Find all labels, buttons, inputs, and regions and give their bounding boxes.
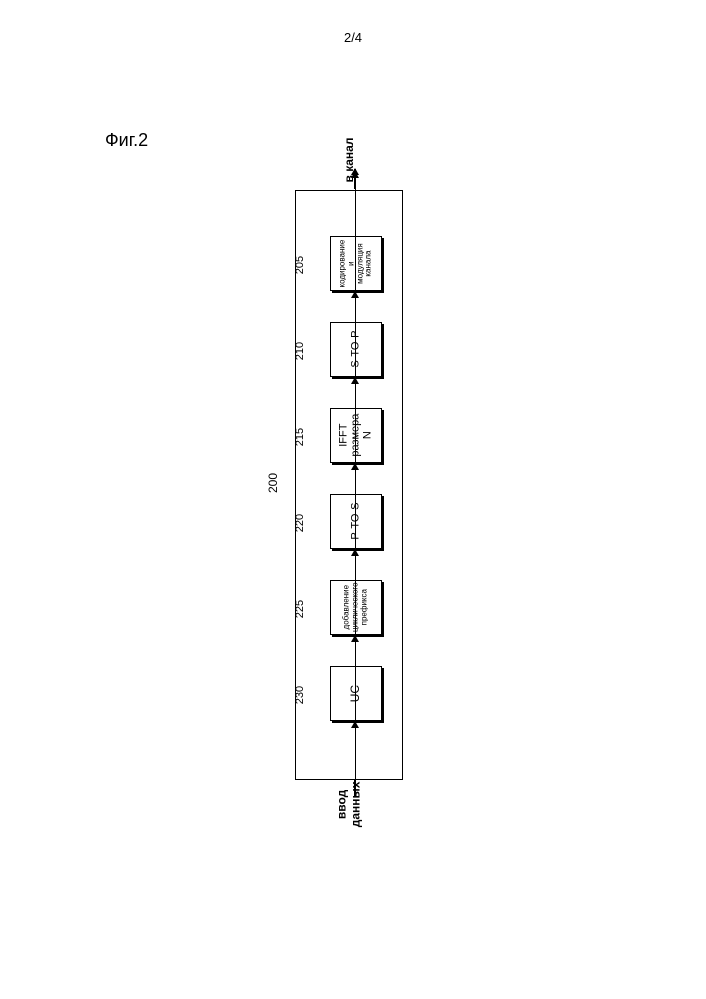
container-label: 200 — [266, 473, 280, 493]
input-tail — [354, 779, 356, 797]
block-label-210: 210 — [294, 336, 306, 366]
flow-block-230: UC — [330, 666, 382, 721]
diagram-container: 200 вводданных в канал кодированиеимодул… — [295, 190, 403, 780]
arrowhead — [351, 291, 359, 298]
arrowhead — [351, 377, 359, 384]
page-number: 2/4 — [344, 30, 362, 45]
flow-block-220: P-TO-S — [330, 494, 382, 549]
figure-title: Фиг.2 — [105, 130, 148, 151]
block-label-225: 225 — [294, 594, 306, 624]
flow-block-225: добавлениециклическогопрефикса — [330, 580, 382, 635]
block-label-205: 205 — [294, 250, 306, 280]
output-arrow — [354, 169, 356, 189]
flow-line — [355, 171, 356, 797]
block-label-230: 230 — [294, 680, 306, 710]
flow-block-210: S-TO-P — [330, 322, 382, 377]
input-label: вводданных — [335, 782, 364, 828]
arrowhead — [351, 463, 359, 470]
arrowhead — [351, 635, 359, 642]
arrowhead — [351, 721, 359, 728]
flow-block-215: IFFTразмераN — [330, 408, 382, 463]
block-label-220: 220 — [294, 508, 306, 538]
block-label-215: 215 — [294, 422, 306, 452]
flow-block-205: кодированиеимодуляцияканала — [330, 236, 382, 291]
arrowhead — [351, 549, 359, 556]
